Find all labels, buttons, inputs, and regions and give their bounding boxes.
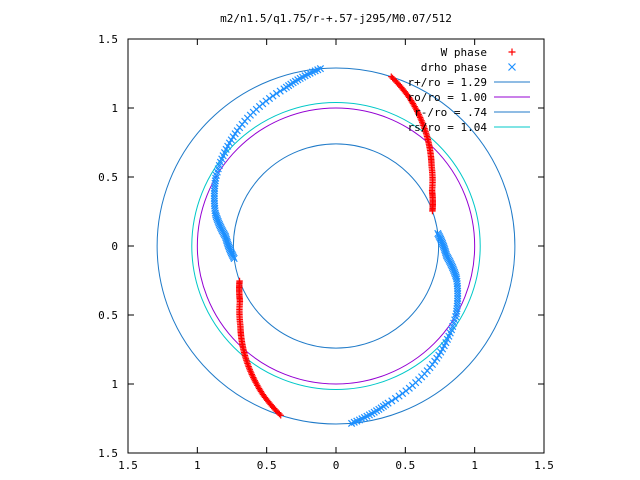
x-tick-label: 1.5: [118, 459, 138, 472]
point-drho-phase: [276, 87, 284, 95]
x-tick-label: 0.5: [395, 459, 415, 472]
point-drho-phase: [395, 392, 403, 400]
point-drho-phase: [434, 229, 442, 238]
y-tick-label: 1.5: [98, 447, 118, 460]
legend-label: drho phase: [421, 61, 487, 74]
legend-swatch: [508, 63, 516, 71]
point-w-phase: [388, 73, 395, 80]
legend-label: ro/ro = 1.00: [408, 91, 487, 104]
reference-circles: [156, 67, 516, 425]
y-tick-label: 1: [111, 378, 118, 391]
x-tick-label: 0: [333, 459, 340, 472]
point-drho-phase: [269, 92, 277, 100]
axis-ticks: 1.5 1 0.5 0 0.5 1 1.51.510.500.511.5: [98, 33, 554, 472]
point-w-phase: [389, 74, 396, 82]
circle-r-ro-1-29: [156, 67, 516, 425]
x-tick-label: 1: [471, 459, 478, 472]
y-tick-label: 0.5: [98, 309, 118, 322]
x-tick-label: 1: [194, 459, 201, 472]
legend-label: r-/ro = .74: [414, 106, 487, 119]
point-drho-phase: [272, 89, 281, 98]
circle-r-ro-74: [232, 143, 440, 349]
circle-rs-ro-1-04: [191, 101, 481, 391]
point-drho-phase: [230, 254, 238, 263]
circle-ro-ro-1-00: [196, 107, 476, 385]
point-w-phase: [276, 410, 283, 418]
y-tick-label: 0: [111, 240, 118, 253]
legend: W phase drho phase r+/ro = 1.29 ro/ro = 1.0…: [408, 46, 530, 134]
point-drho-phase: [391, 394, 400, 403]
y-tick-label: 1: [111, 102, 118, 115]
x-tick-label: 1.5: [534, 459, 554, 472]
point-drho-phase: [280, 85, 288, 93]
y-tick-label: 0.5: [98, 171, 118, 184]
point-w-phase: [277, 412, 284, 419]
legend-label: r+/ro = 1.29: [408, 76, 487, 89]
legend-label: W phase: [441, 46, 487, 59]
chart-title: m2/n1.5/q1.75/r-+.57-j295/M0.07/512: [220, 12, 452, 25]
legend-swatch: [508, 48, 516, 56]
legend-label: rs/ro = 1.04: [408, 121, 488, 134]
point-drho-phase: [388, 397, 396, 405]
point-drho-phase: [384, 399, 392, 407]
x-tick-label: 0.5: [257, 459, 277, 472]
data-points: [210, 65, 462, 427]
y-tick-label: 1.5: [98, 33, 118, 46]
